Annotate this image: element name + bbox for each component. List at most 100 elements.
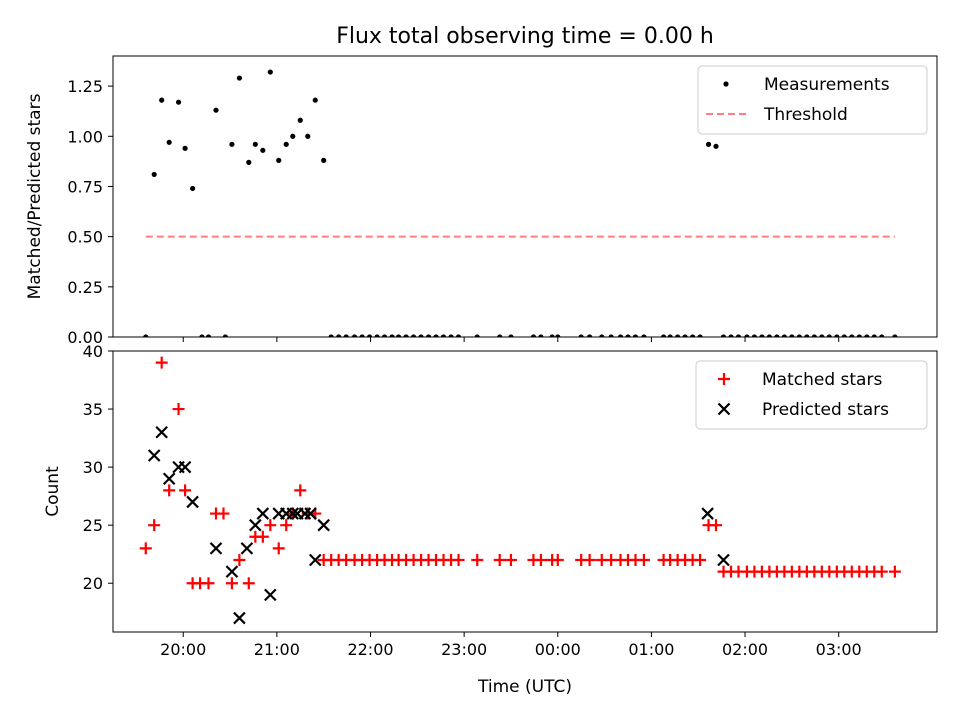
matched-stars-point (637, 554, 650, 567)
matched-stars-point (155, 356, 168, 369)
y-tick-label: 40 (83, 342, 103, 361)
predicted-stars-point (317, 518, 330, 532)
x-tick-label: 00:00 (535, 640, 581, 659)
bottom-panel: 20:00 21:00 22:00 23:00 00:00 01:00 02:00 03:00… (43, 342, 938, 697)
y-tick-label: 25 (83, 516, 103, 535)
measurement-point (395, 334, 402, 337)
measurement-point (143, 334, 149, 337)
x-tick-label: 20:00 (160, 640, 206, 659)
chart-title: Flux total observing time = 0.00 h (336, 24, 714, 49)
measurement-point (892, 334, 898, 337)
matched-stars-point (148, 519, 161, 532)
predicted-stars-point (162, 472, 176, 486)
measurement-point (697, 334, 703, 337)
measurement-point (549, 334, 555, 337)
x-tick-label: 22:00 (347, 640, 393, 659)
measurement-point (166, 139, 172, 145)
matched-stars-point (493, 554, 506, 567)
measurement-point (343, 334, 349, 337)
predicted-stars-point (308, 553, 322, 567)
matched-stars-point (551, 554, 564, 567)
measurement-point (871, 334, 877, 337)
matched-stars-point (471, 554, 484, 567)
legend: Measurements Threshold (697, 65, 928, 135)
measurement-point (182, 145, 188, 151)
matched-stars-point (452, 554, 465, 567)
y-tick-label: 1.00 (67, 127, 103, 146)
measurement-point (735, 334, 742, 337)
predicted-stars-point (233, 611, 246, 625)
measurement-point (667, 334, 673, 337)
matched-stars-point (710, 519, 723, 532)
measurement-point (283, 141, 289, 147)
measurement-point (690, 334, 696, 337)
matched-stars-point (280, 519, 293, 532)
measurement-point (410, 334, 417, 337)
measurement-point (751, 334, 758, 337)
measurement-point (530, 334, 537, 337)
plot-marks (139, 356, 901, 625)
predicted-stars-point (209, 542, 223, 555)
matched-stars-point (217, 507, 230, 520)
measurement-point (433, 334, 439, 337)
matched-stars-point (264, 519, 277, 532)
matched-stars-point (272, 542, 285, 555)
measurement-point (744, 334, 750, 337)
measurement-point (774, 334, 780, 337)
predicted-stars-point (240, 542, 254, 555)
measurement-point (834, 334, 840, 337)
measurement-point (781, 334, 787, 337)
matched-stars-point (875, 565, 888, 578)
matched-stars-point (294, 484, 307, 497)
measurement-point (789, 334, 795, 337)
y-tick-label: 0.00 (67, 328, 103, 347)
measurement-point (849, 334, 855, 337)
matched-stars-point (172, 403, 185, 416)
legend: Matched stars Predicted stars (695, 360, 928, 430)
measurement-point (267, 69, 273, 75)
measurement-point (175, 99, 182, 105)
measurement-point (328, 334, 334, 337)
measurement-point (474, 334, 480, 337)
legend-label: Predicted stars (762, 400, 889, 420)
y-tick-label: 0.25 (67, 278, 103, 297)
legend-frame (695, 360, 928, 430)
measurement-point (804, 334, 810, 337)
x-axis-label: Time (UTC) (477, 677, 572, 697)
y-tick-label: 35 (83, 400, 103, 419)
measurement-point (826, 334, 832, 337)
measurement-point (538, 334, 544, 337)
measurement-point (189, 185, 196, 192)
measurement-point (555, 334, 561, 337)
measurement-point (236, 75, 243, 81)
predicted-stars-point (304, 507, 317, 520)
measurement-point (381, 334, 388, 337)
predicted-stars-point (147, 449, 161, 462)
measurement-point (879, 334, 885, 337)
legend-label: Threshold (763, 105, 848, 125)
measurement-point (297, 117, 303, 123)
measurement-point (276, 157, 282, 163)
x-tick-label: 21:00 (254, 640, 300, 659)
measurement-point (841, 334, 847, 337)
measurement-point (587, 334, 593, 337)
measurement-point (425, 334, 432, 337)
predicted-stars-point (286, 507, 300, 520)
predicted-stars-point (225, 565, 239, 578)
measurement-point (599, 334, 605, 337)
x-tick-label: 03:00 (816, 640, 862, 659)
measurement-point (229, 141, 235, 147)
legend-frame (697, 65, 928, 135)
matched-stars-point (888, 565, 901, 578)
measurement-point (290, 133, 296, 139)
measurement-point (617, 334, 624, 337)
measurement-point (403, 334, 409, 337)
measurement-point (705, 141, 712, 147)
predicted-stars-point (701, 507, 714, 520)
y-tick-label: 0.50 (67, 228, 103, 247)
legend-label: Matched stars (762, 370, 882, 390)
measurement-point (578, 334, 584, 337)
predicted-stars-point (155, 426, 168, 439)
measurement-point (759, 334, 765, 337)
